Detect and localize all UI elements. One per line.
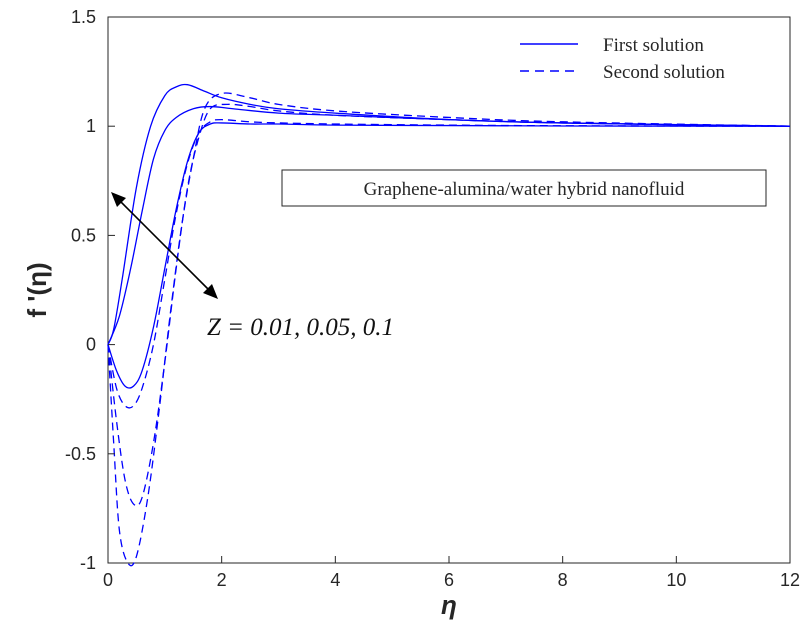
y-tick-label: -0.5 bbox=[65, 444, 96, 464]
y-tick-label: -1 bbox=[80, 553, 96, 573]
x-tick-label: 0 bbox=[103, 570, 113, 590]
legend-second-label: Second solution bbox=[603, 62, 725, 83]
series-line-second-4 bbox=[107, 103, 791, 507]
x-tick-label: 12 bbox=[780, 570, 800, 590]
x-tick-label: 4 bbox=[330, 570, 340, 590]
trend-arrow bbox=[111, 192, 218, 299]
series-line-second-5 bbox=[107, 118, 791, 409]
series-line-second-3 bbox=[107, 92, 791, 567]
trend-arrow-head-start bbox=[111, 192, 126, 207]
x-tick-label: 10 bbox=[666, 570, 686, 590]
trend-arrow-head-end bbox=[203, 284, 218, 299]
parameter-label: Z = 0.01, 0.05, 0.1 bbox=[207, 314, 394, 341]
annotation-text: Graphene-alumina/water hybrid nanofluid bbox=[364, 179, 685, 200]
series-layer bbox=[107, 83, 791, 567]
x-tick-label: 2 bbox=[217, 570, 227, 590]
trend-arrow-shaft bbox=[116, 197, 213, 294]
y-tick-label: 1.5 bbox=[71, 7, 96, 27]
nanofluid-annotation: Graphene-alumina/water hybrid nanofluid bbox=[281, 169, 767, 207]
legend: First solution Second solution bbox=[520, 35, 725, 83]
tick-layer: 0 2 4 6 8 10 12 -1 -0.5 0 0.5 1 1.5 bbox=[65, 7, 800, 590]
y-tick-label: 0.5 bbox=[71, 225, 96, 245]
x-axis-label: η bbox=[441, 590, 457, 620]
y-axis-label: f '(η) bbox=[22, 262, 52, 317]
legend-first-label: First solution bbox=[603, 35, 704, 56]
annotation-box bbox=[281, 169, 767, 207]
y-tick-label: 0 bbox=[86, 335, 96, 355]
x-tick-label: 6 bbox=[444, 570, 454, 590]
y-tick-label: 1 bbox=[86, 116, 96, 136]
x-tick-label: 8 bbox=[558, 570, 568, 590]
